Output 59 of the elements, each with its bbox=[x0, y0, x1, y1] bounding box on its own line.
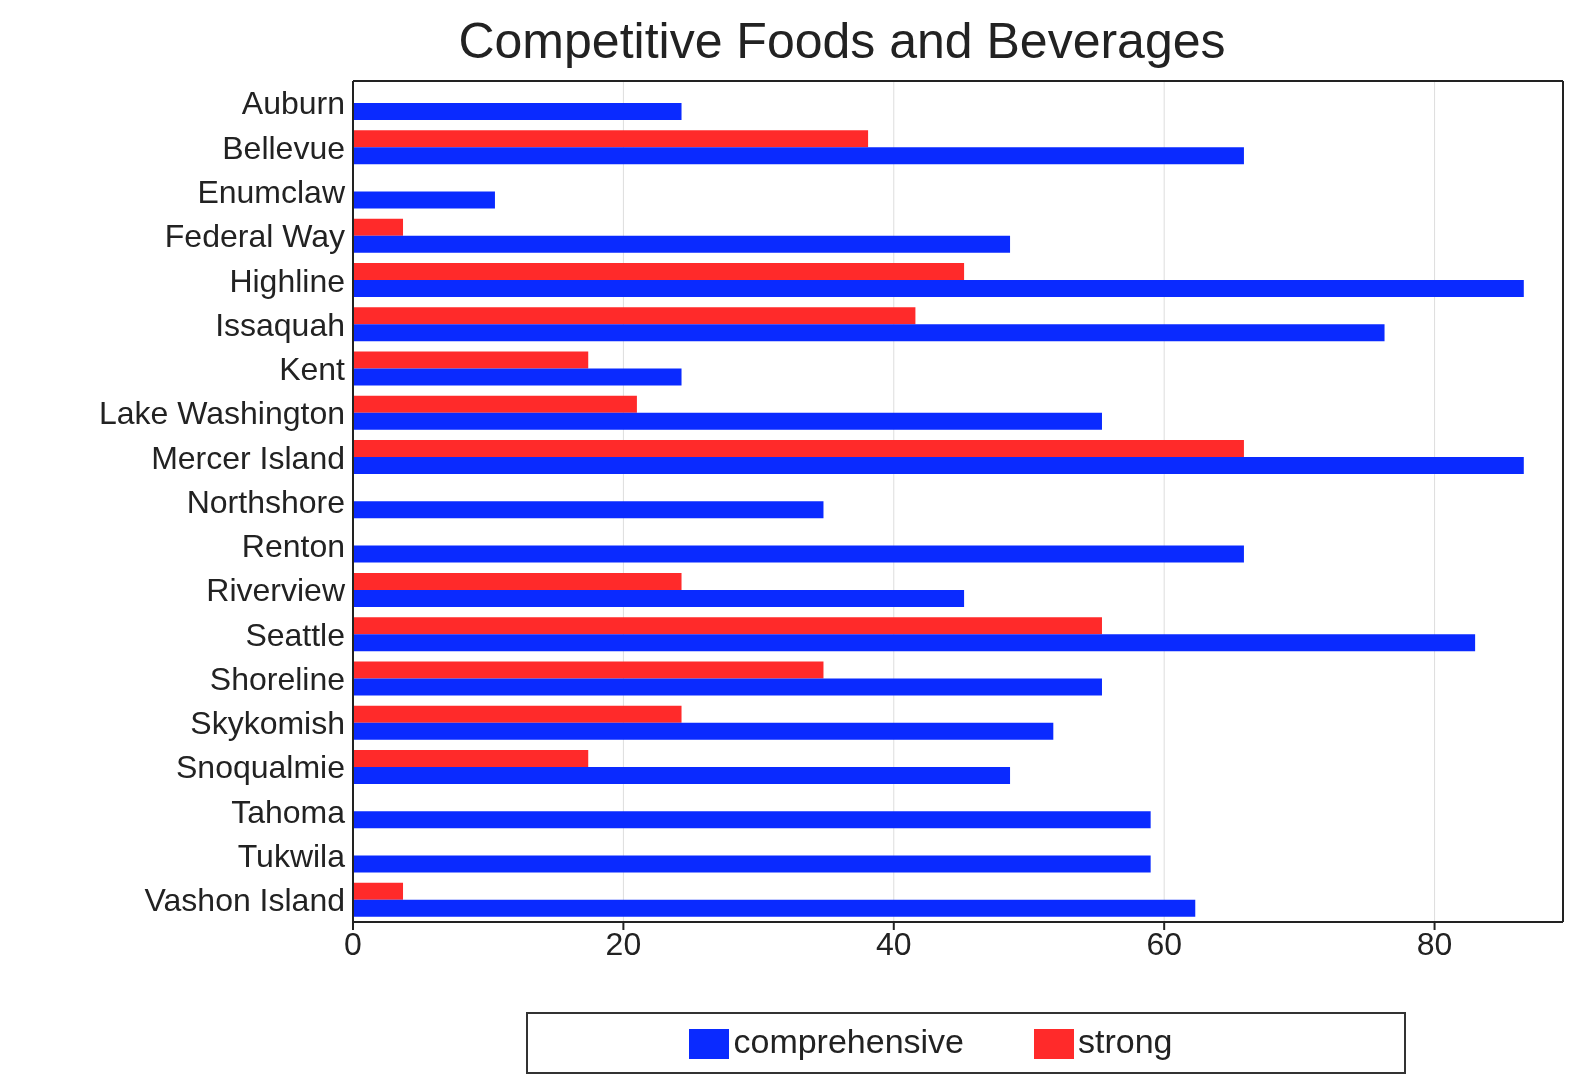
bar bbox=[353, 103, 682, 120]
bar bbox=[353, 617, 1102, 635]
bar bbox=[353, 899, 1196, 917]
bar bbox=[353, 855, 1151, 873]
bar bbox=[353, 749, 589, 767]
bar bbox=[353, 191, 495, 209]
y-tick-label: Kent bbox=[279, 351, 346, 388]
y-tick-label: Skykomish bbox=[190, 705, 345, 742]
bar bbox=[353, 882, 404, 900]
bar bbox=[353, 661, 824, 679]
y-tick-label: Vashon Island bbox=[144, 882, 345, 919]
y-tick-label: Tukwila bbox=[237, 837, 346, 874]
y-tick-label: Mercer Island bbox=[151, 439, 345, 476]
bar bbox=[353, 147, 1244, 165]
bar bbox=[353, 351, 589, 369]
y-tick-label: Bellevue bbox=[222, 129, 345, 166]
x-tick-label: 60 bbox=[1146, 925, 1182, 962]
bar bbox=[353, 766, 1011, 784]
y-tick-label: Seattle bbox=[245, 616, 345, 653]
bar bbox=[353, 501, 824, 519]
bar bbox=[353, 811, 1151, 829]
x-tick-label: 20 bbox=[605, 925, 642, 962]
x-tick-label: 80 bbox=[1416, 925, 1453, 962]
y-tick-label: Issaquah bbox=[215, 306, 345, 343]
bar bbox=[353, 412, 1102, 430]
bar bbox=[353, 705, 682, 723]
bar bbox=[353, 218, 404, 236]
y-tick-label: Enumclaw bbox=[197, 174, 346, 211]
bar bbox=[353, 545, 1244, 563]
y-tick-label: Northshore bbox=[186, 483, 345, 520]
y-tick-label: Shoreline bbox=[209, 660, 345, 697]
bar bbox=[353, 307, 916, 325]
y-tick-label: Auburn bbox=[241, 85, 345, 122]
bar bbox=[353, 368, 682, 386]
y-tick-label: Highline bbox=[229, 262, 345, 299]
y-tick-label: Federal Way bbox=[164, 218, 345, 255]
y-tick-label: Riverview bbox=[206, 572, 346, 609]
bar bbox=[353, 324, 1385, 342]
y-tick-label: Renton bbox=[241, 528, 345, 565]
x-tick-label: 40 bbox=[875, 925, 912, 962]
bar bbox=[353, 634, 1476, 652]
bar bbox=[353, 589, 965, 607]
x-tick-label: 0 bbox=[344, 925, 362, 962]
bar bbox=[353, 457, 1524, 475]
legend-label: strong bbox=[1078, 1021, 1173, 1060]
bar bbox=[353, 678, 1102, 696]
y-tick-label: Lake Washington bbox=[98, 395, 345, 432]
y-tick-label: Tahoma bbox=[231, 793, 346, 830]
bar bbox=[353, 263, 965, 281]
bar bbox=[353, 130, 869, 148]
bar bbox=[353, 280, 1524, 298]
chart-title: Competitive Foods and Beverages bbox=[457, 12, 1227, 71]
bar bbox=[353, 235, 1011, 253]
bar bbox=[353, 440, 1244, 458]
bar bbox=[353, 722, 1054, 740]
legend-label: comprehensive bbox=[733, 1021, 965, 1060]
bar bbox=[353, 395, 637, 413]
y-tick-label: Snoqualmie bbox=[176, 749, 345, 786]
bar bbox=[353, 572, 682, 590]
